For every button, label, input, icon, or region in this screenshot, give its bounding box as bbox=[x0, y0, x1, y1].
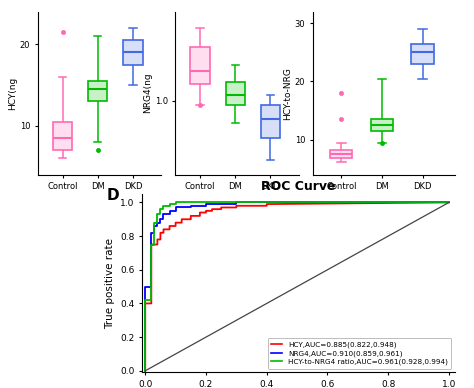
FancyBboxPatch shape bbox=[53, 122, 72, 150]
FancyBboxPatch shape bbox=[411, 43, 434, 64]
Y-axis label: HCY-to-NRG: HCY-to-NRG bbox=[283, 67, 292, 120]
Text: D: D bbox=[107, 188, 119, 203]
Y-axis label: True positive rate: True positive rate bbox=[105, 238, 115, 329]
Y-axis label: NRG4(ng: NRG4(ng bbox=[143, 73, 152, 113]
FancyBboxPatch shape bbox=[371, 120, 393, 131]
FancyBboxPatch shape bbox=[191, 47, 210, 83]
Title: ROC Curve: ROC Curve bbox=[261, 180, 336, 193]
FancyBboxPatch shape bbox=[226, 82, 245, 106]
Y-axis label: HCY(ng: HCY(ng bbox=[8, 76, 17, 110]
FancyBboxPatch shape bbox=[330, 150, 353, 158]
FancyBboxPatch shape bbox=[123, 40, 143, 64]
Legend: HCY,AUC=0.885(0.822,0.948), NRG4,AUC=0.910(0.859,0.961), HCY-to-NRG4 ratio,AUC=0: HCY,AUC=0.885(0.822,0.948), NRG4,AUC=0.9… bbox=[268, 338, 451, 369]
FancyBboxPatch shape bbox=[261, 106, 280, 138]
FancyBboxPatch shape bbox=[88, 81, 108, 101]
